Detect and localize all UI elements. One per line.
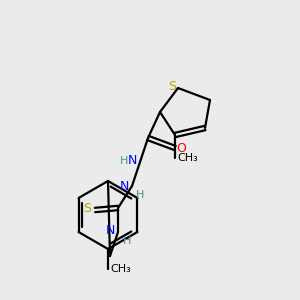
Text: H: H bbox=[120, 156, 128, 166]
Text: S: S bbox=[168, 80, 176, 94]
Text: N: N bbox=[119, 179, 129, 193]
Text: O: O bbox=[176, 142, 186, 154]
Text: N: N bbox=[127, 154, 137, 167]
Text: H: H bbox=[123, 236, 131, 246]
Text: H: H bbox=[136, 190, 144, 200]
Text: CH₃: CH₃ bbox=[178, 153, 198, 163]
Text: S: S bbox=[83, 202, 91, 215]
Text: CH₃: CH₃ bbox=[111, 264, 131, 274]
Text: N: N bbox=[105, 224, 115, 238]
